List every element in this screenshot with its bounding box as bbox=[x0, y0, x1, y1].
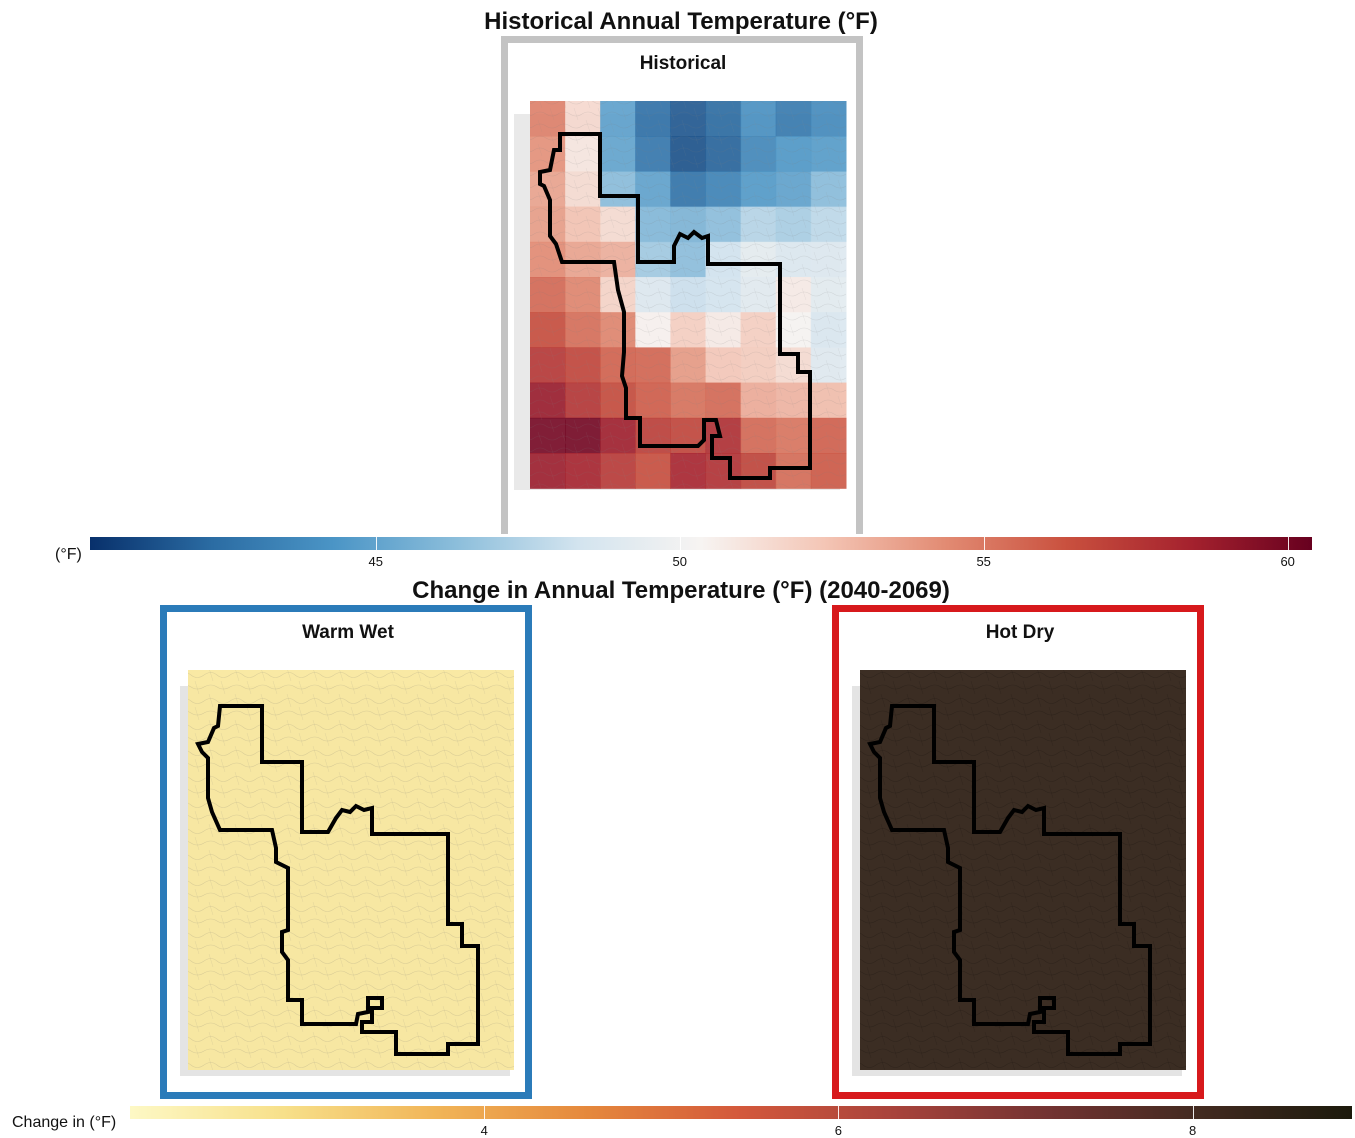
warm-wet-panel-title: Warm Wet bbox=[302, 622, 394, 643]
warm-wet-change-map bbox=[180, 670, 514, 1076]
colorbar-tick-mark bbox=[679, 537, 681, 550]
change-colorbar bbox=[130, 1106, 1352, 1119]
terrain-texture bbox=[188, 670, 514, 1070]
colorbar-tick-label: 45 bbox=[368, 554, 383, 569]
hot-dry-change-map bbox=[852, 670, 1186, 1076]
park-boundary-outline bbox=[867, 704, 1152, 1056]
colorbar-tick-label: 55 bbox=[976, 554, 991, 569]
colorbar-tick-mark bbox=[484, 1106, 486, 1119]
colorbar-tick-label: 6 bbox=[834, 1123, 843, 1138]
terrain-texture bbox=[530, 101, 846, 488]
historical-colorbar bbox=[90, 537, 1312, 550]
colorbar-tick-label: 4 bbox=[480, 1123, 488, 1138]
terrain-texture bbox=[860, 670, 1186, 1070]
historical-panel-title: Historical bbox=[639, 53, 727, 74]
historical-colorbar-label: (°F) bbox=[55, 546, 82, 563]
colorbar-tick-label: 8 bbox=[1188, 1123, 1197, 1138]
colorbar-tick-mark bbox=[1287, 537, 1289, 550]
colorbar-tick-mark bbox=[375, 537, 377, 550]
colorbar-tick-label: 50 bbox=[672, 554, 687, 569]
park-boundary-outline bbox=[538, 132, 812, 480]
colorbar-tick-mark bbox=[983, 537, 985, 550]
park-boundary-outline bbox=[195, 704, 480, 1056]
historical-temperature-map bbox=[514, 101, 847, 490]
colorbar-tick-label: 60 bbox=[1280, 554, 1295, 569]
change-colorbar-label: Change in (°F) bbox=[12, 1114, 117, 1131]
hot-dry-panel-title: Hot Dry bbox=[985, 622, 1055, 643]
colorbar-tick-mark bbox=[1192, 1106, 1194, 1119]
colorbar-tick-mark bbox=[838, 1106, 840, 1119]
change-map-title: Change in Annual Temperature (°F) (2040-… bbox=[412, 577, 950, 604]
historical-map-title: Historical Annual Temperature (°F) bbox=[484, 8, 878, 35]
